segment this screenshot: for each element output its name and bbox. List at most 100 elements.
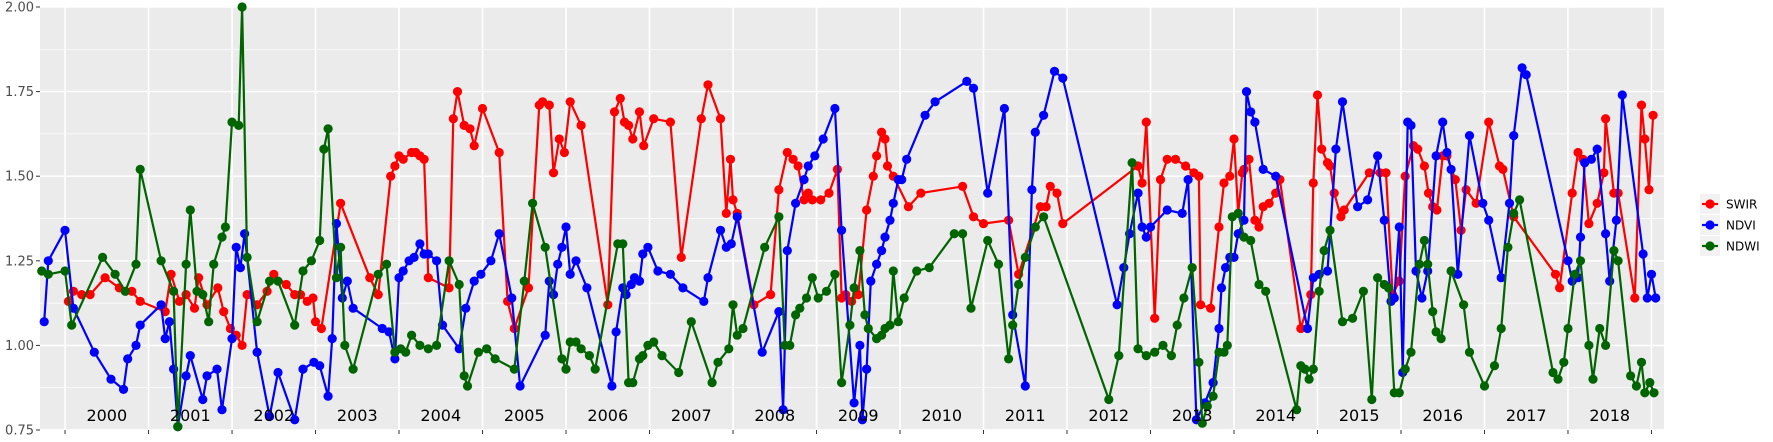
- data-point-ndwi: [628, 378, 638, 388]
- year-label: 2006: [587, 406, 628, 425]
- data-point-swir: [628, 134, 638, 144]
- data-point-swir: [316, 323, 326, 334]
- data-point-ndvi: [348, 303, 358, 313]
- data-point-ndvi: [607, 381, 617, 391]
- data-point-ndwi: [1431, 327, 1441, 337]
- data-point-ndvi: [198, 394, 208, 405]
- data-point-ndvi: [1642, 293, 1652, 303]
- y-axis: 0.75 1.00 1.25 1.50 1.75 2.00: [5, 1, 40, 439]
- legend-item-ndwi: NDWI: [1700, 236, 1760, 256]
- data-point-swir: [174, 296, 184, 306]
- year-label: 2004: [420, 406, 461, 425]
- data-point-swir: [1308, 178, 1318, 188]
- data-point-ndvi: [678, 283, 688, 293]
- data-point-ndwi: [1308, 364, 1318, 374]
- data-point-ndwi: [1400, 364, 1410, 374]
- data-point-ndwi: [1222, 340, 1232, 350]
- data-point-swir: [465, 124, 475, 134]
- data-point-ndvi: [778, 405, 788, 415]
- data-point-ndwi: [561, 364, 571, 374]
- data-point-swir: [1648, 110, 1658, 120]
- data-point-swir: [1601, 114, 1611, 124]
- data-point-ndvi: [837, 225, 847, 235]
- data-point-ndwi: [473, 347, 483, 357]
- data-point-ndwi: [1197, 418, 1207, 428]
- data-point-ndvi: [1258, 164, 1268, 174]
- data-point-ndwi: [1414, 259, 1424, 269]
- y-tick-label: 1.50: [5, 170, 34, 185]
- data-point-swir: [269, 269, 279, 279]
- data-point-ndvi: [265, 411, 275, 422]
- data-point-ndwi: [306, 256, 316, 266]
- data-point-ndwi: [830, 269, 840, 279]
- year-label: 2010: [921, 406, 962, 425]
- data-point-ndvi: [1446, 164, 1456, 174]
- data-point-swir: [219, 307, 229, 317]
- data-point-ndwi: [1595, 323, 1605, 334]
- data-point-swir: [523, 283, 534, 293]
- data-point-ndwi: [173, 422, 183, 432]
- data-point-swir: [1550, 269, 1561, 279]
- legend-item-swir: SWIR: [1700, 194, 1757, 214]
- data-point-ndvi: [1464, 131, 1475, 141]
- data-point-ndvi: [857, 415, 868, 425]
- data-point-swir: [1644, 185, 1654, 195]
- year-label: 2013: [1172, 406, 1213, 425]
- data-point-swir: [1567, 188, 1577, 198]
- data-point-swir: [872, 151, 882, 161]
- data-point-ndwi: [1645, 378, 1655, 388]
- data-point-swir: [793, 161, 803, 171]
- data-point-swir: [868, 171, 878, 181]
- data-point-swir: [1364, 168, 1374, 178]
- data-point-ndvi: [799, 175, 809, 185]
- data-point-swir: [665, 117, 676, 127]
- data-point-ndvi: [398, 266, 408, 276]
- data-point-ndvi: [1058, 73, 1068, 83]
- data-point-swir: [862, 205, 872, 215]
- series-swir: [63, 80, 1658, 350]
- data-point-ndwi: [237, 2, 247, 12]
- year-label: 2018: [1589, 406, 1630, 425]
- data-point-ndwi: [1300, 364, 1310, 374]
- data-point-ndwi: [1636, 357, 1647, 367]
- data-point-ndwi: [60, 266, 70, 276]
- data-point-ndvi: [515, 381, 525, 391]
- data-point-ndvi: [582, 283, 592, 293]
- data-point-ndvi: [227, 334, 237, 344]
- data-point-ndvi: [1183, 175, 1193, 185]
- data-point-ndwi: [340, 340, 350, 350]
- data-point-ndvi: [553, 259, 563, 269]
- data-point-ndwi: [1166, 351, 1176, 361]
- data-point-ndvi: [1509, 131, 1519, 141]
- year-label: 2005: [504, 406, 545, 425]
- data-point-ndwi: [912, 266, 922, 276]
- data-point-swir: [824, 188, 834, 198]
- data-point-ndwi: [1030, 222, 1040, 232]
- data-point-ndvi: [962, 76, 972, 86]
- data-point-swir: [213, 283, 223, 293]
- data-point-ndvi: [803, 161, 813, 171]
- data-point-ndvi: [409, 252, 419, 262]
- data-point-swir: [696, 114, 706, 124]
- data-point-ndwi: [1584, 340, 1594, 350]
- data-point-ndvi: [1442, 147, 1452, 158]
- data-point-ndwi: [242, 252, 252, 262]
- data-point-ndvi: [106, 374, 116, 384]
- data-point-ndvi: [202, 371, 212, 381]
- data-point-ndwi: [120, 286, 130, 296]
- series-layer: [37, 2, 1661, 432]
- data-point-ndwi: [1640, 388, 1650, 398]
- data-point-swir: [1484, 117, 1494, 127]
- data-point-ndvi: [1406, 120, 1416, 130]
- data-point-ndwi: [454, 279, 464, 290]
- data-point-ndvi: [1586, 154, 1596, 164]
- data-point-ndwi: [1601, 340, 1611, 350]
- data-point-ndvi: [123, 354, 133, 364]
- data-point-ndvi: [703, 273, 713, 283]
- data-point-ndvi: [774, 307, 784, 317]
- data-point-ndwi: [785, 340, 795, 350]
- data-point-swir: [1264, 198, 1274, 208]
- data-point-ndwi: [1464, 347, 1475, 357]
- data-point-ndvi: [902, 154, 912, 164]
- data-point-ndvi: [732, 212, 742, 222]
